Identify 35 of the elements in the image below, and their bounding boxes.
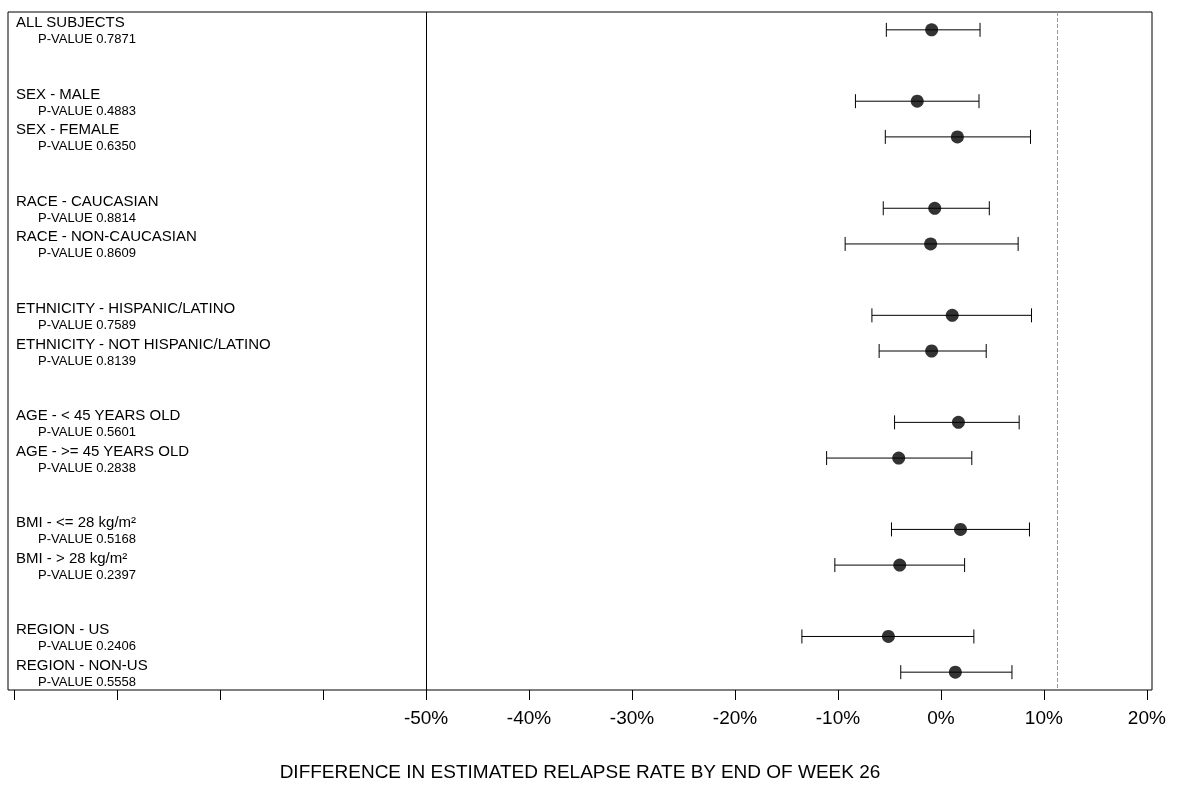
x-tick-label: -50% (403, 707, 449, 728)
y-tick-label: ALL SUBJECTS P-VALUE 0.7871 (16, 13, 137, 47)
point (893, 558, 907, 572)
y-tick-label: SEX - FEMALE P-VALUE 0.6350 (16, 120, 137, 154)
point (910, 94, 924, 108)
y-tick-label: BMI - > 28 kg/m² P-VALUE 0.2397 (16, 548, 137, 582)
y-tick-label: RACE - NON-CAUCASIAN P-VALUE 0.8609 (16, 227, 197, 261)
y-tick-label: AGE - < 45 YEARS OLD P-VALUE 0.5601 (16, 405, 181, 439)
point (925, 23, 939, 37)
y-tick-label: ETHNICITY - HISPANIC/LATINO P-VALUE 0.7589 (16, 298, 236, 332)
point (948, 665, 962, 679)
y-tick-label: SEX - MALE P-VALUE 0.4883 (16, 84, 137, 118)
point (881, 629, 895, 643)
y-tick-label: AGE - >= 45 YEARS OLD P-VALUE 0.2838 (16, 441, 190, 475)
y-tick-label: RACE - CAUCASIAN P-VALUE 0.8814 (16, 191, 159, 225)
point (928, 201, 942, 215)
y-tick-label: ETHNICITY - NOT HISPANIC/LATINO P-VALUE 0.8139 (16, 334, 271, 368)
y-tick-label: REGION - US P-VALUE 0.2406 (16, 619, 137, 653)
point (924, 237, 938, 251)
x-tick-label: -30% (609, 707, 655, 728)
x-tick-label: -20% (712, 707, 758, 728)
point (892, 451, 906, 465)
point (945, 308, 959, 322)
point (953, 522, 967, 536)
x-tick-label: -40% (506, 707, 552, 728)
y-tick-label: REGION - NON-US P-VALUE 0.5558 (16, 655, 148, 689)
x-axis-title: DIFFERENCE IN ESTIMATED RELAPSE RATE BY END OF WEEK 26 (279, 761, 881, 782)
y-tick-label: BMI - <= 28 kg/m² P-VALUE 0.5168 (16, 512, 137, 546)
x-tick-label: -10% (815, 707, 861, 728)
point (951, 415, 965, 429)
point (950, 130, 964, 144)
point (925, 344, 939, 358)
x-tick-label: 20% (1127, 707, 1166, 728)
x-tick-label: 10% (1024, 707, 1063, 728)
x-tick-label: 0% (927, 707, 955, 728)
